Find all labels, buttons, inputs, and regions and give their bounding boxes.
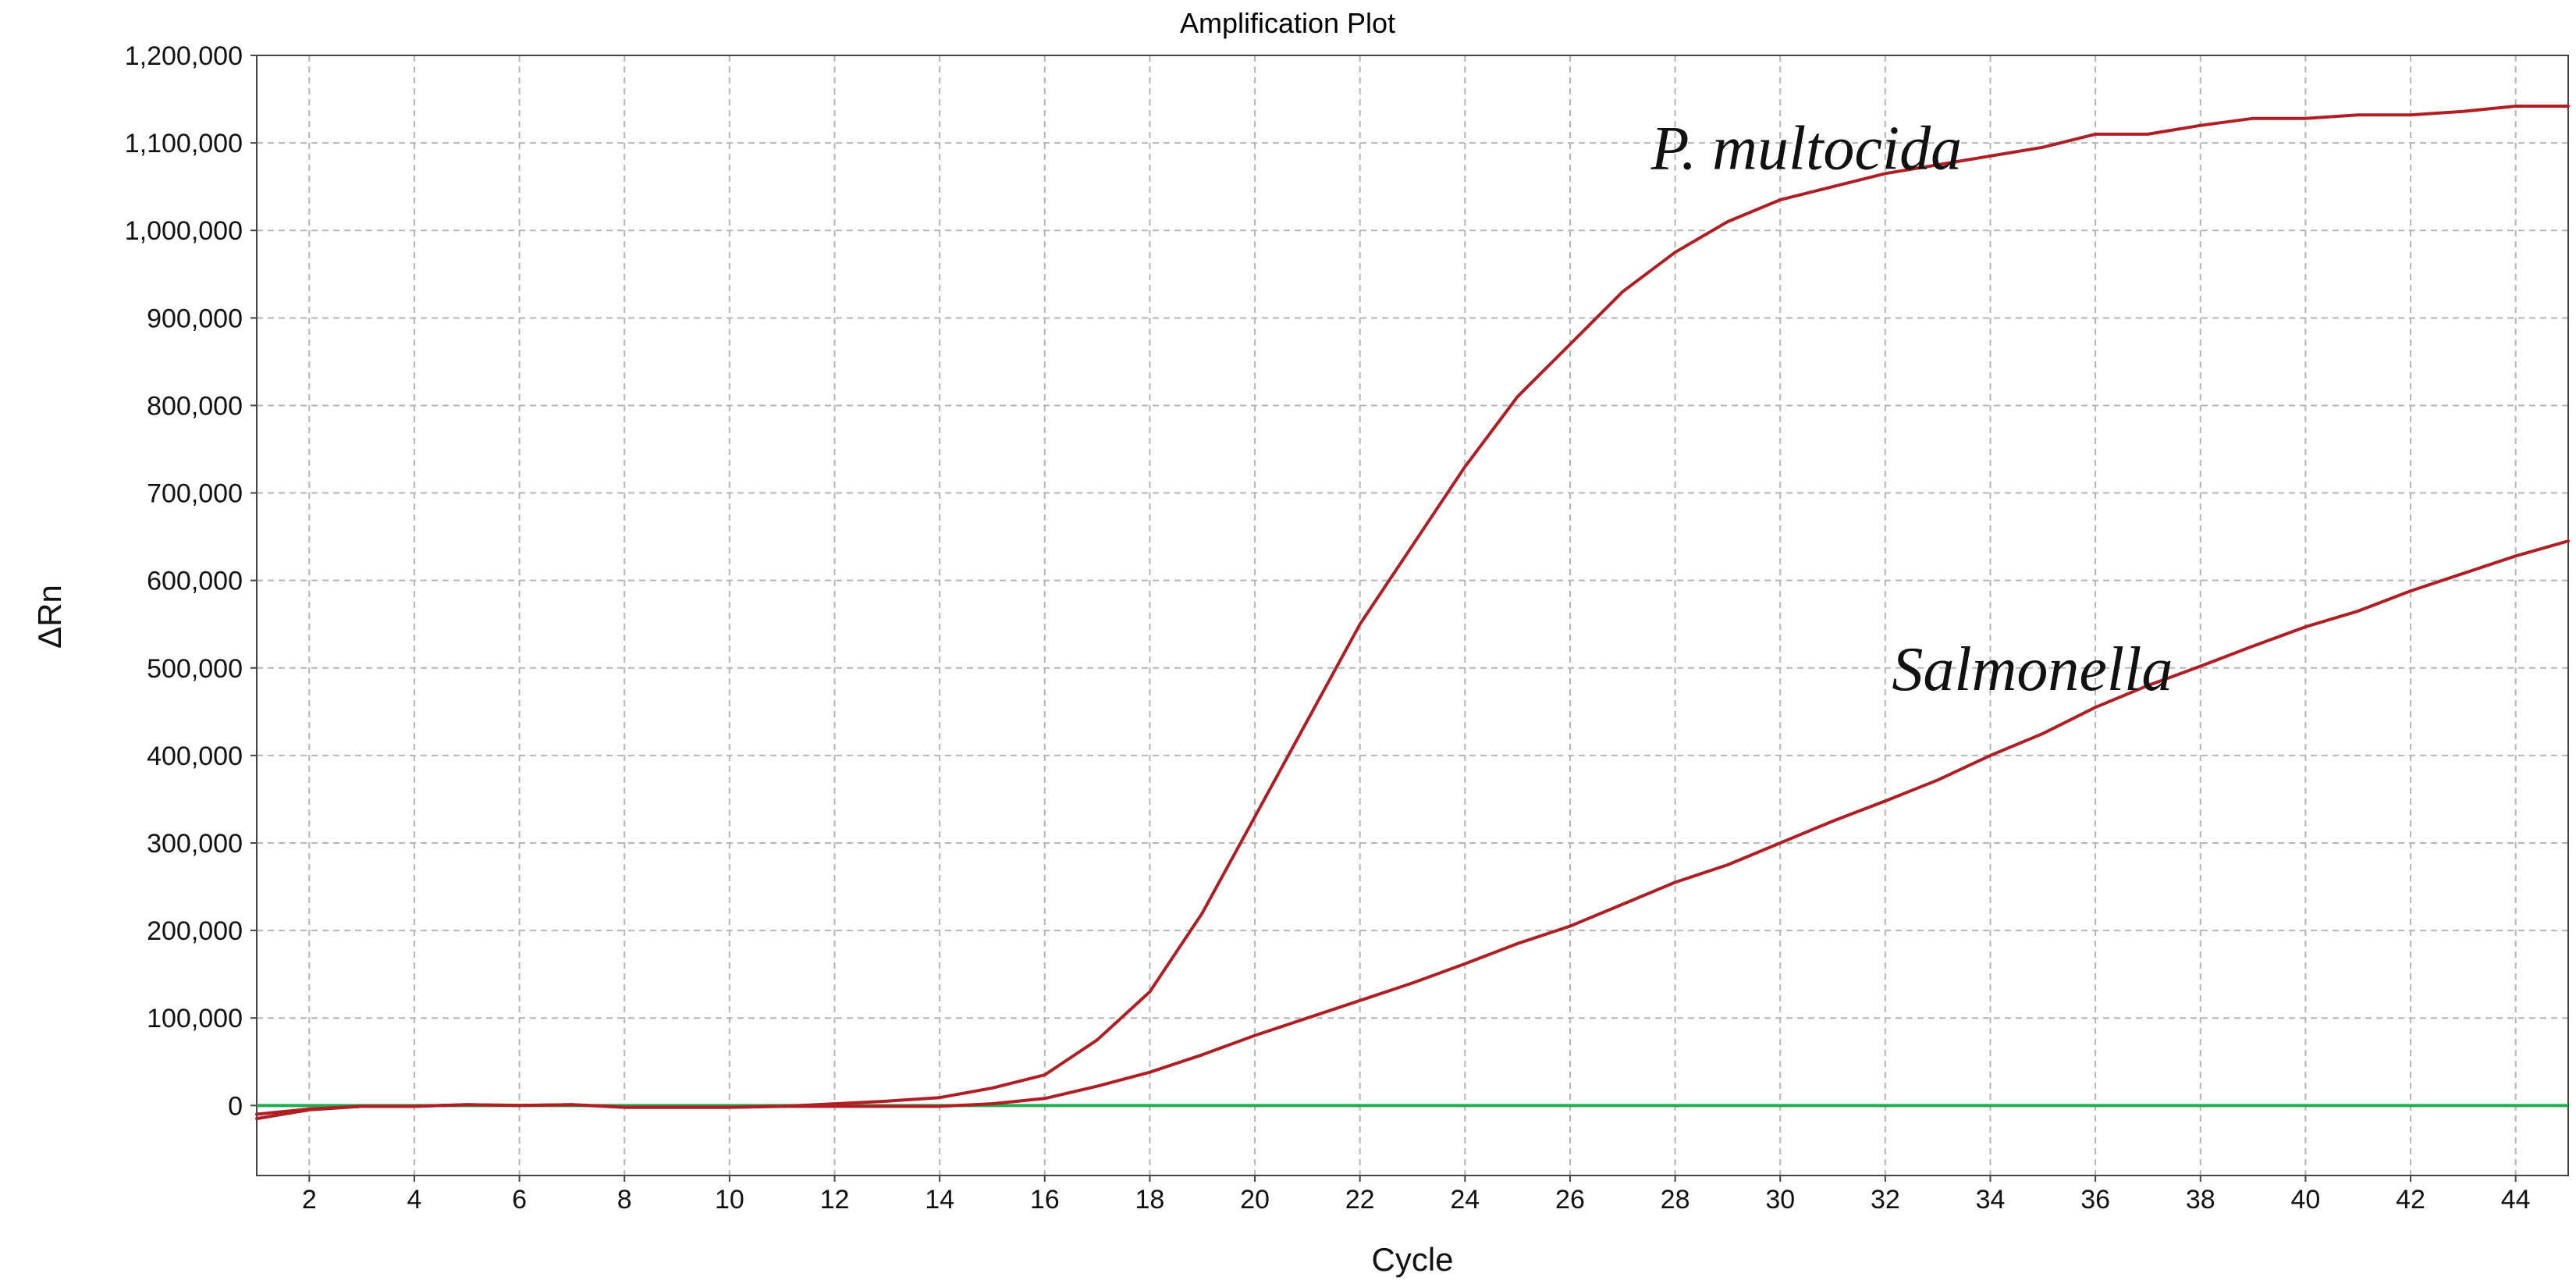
x-tick-label: 22 — [1345, 1185, 1375, 1215]
x-tick-label: 26 — [1555, 1185, 1585, 1215]
chart-title: Amplification Plot — [1180, 7, 1395, 39]
y-tick-label: 200,000 — [147, 916, 243, 946]
x-tick-label: 6 — [512, 1185, 527, 1215]
x-tick-label: 36 — [2080, 1185, 2110, 1215]
y-tick-label: 300,000 — [147, 829, 243, 859]
y-tick-label: 700,000 — [147, 479, 243, 509]
x-tick-label: 40 — [2290, 1185, 2320, 1215]
x-tick-label: 14 — [925, 1185, 954, 1215]
x-tick-label: 24 — [1450, 1185, 1480, 1215]
x-tick-label: 10 — [715, 1185, 744, 1215]
x-tick-label: 34 — [1976, 1185, 2006, 1215]
x-tick-label: 28 — [1661, 1185, 1690, 1215]
x-tick-label: 32 — [1871, 1185, 1900, 1215]
x-tick-label: 12 — [820, 1185, 850, 1215]
plot-area-border — [256, 55, 2569, 1176]
x-tick-label: 8 — [617, 1185, 632, 1215]
x-tick-label: 4 — [407, 1185, 421, 1215]
x-tick-label: 2 — [302, 1185, 317, 1215]
y-tick-label: 500,000 — [147, 654, 243, 684]
annotation-salmonella: Salmonella — [1892, 635, 2173, 704]
series-layer — [255, 105, 2570, 1121]
y-tick-label: 800,000 — [147, 391, 243, 421]
x-tick-label: 38 — [2186, 1185, 2215, 1215]
x-tick-label: 30 — [1765, 1185, 1795, 1215]
y-tick-label: 900,000 — [147, 304, 243, 333]
annotation-p-multocida: P. multocida — [1650, 115, 1963, 183]
x-tick-label: 18 — [1135, 1185, 1164, 1215]
x-tick-label: 42 — [2396, 1185, 2425, 1215]
y-axis-title: ΔRn — [31, 585, 68, 649]
y-tick-label: 100,000 — [147, 1004, 243, 1033]
x-tick-label: 16 — [1030, 1185, 1060, 1215]
y-tick-label: 1,100,000 — [125, 129, 243, 158]
x-tick-label: 20 — [1240, 1185, 1270, 1215]
grid-lines — [257, 55, 2568, 1176]
y-tick-label: 0 — [228, 1091, 243, 1121]
y-tick-label: 1,200,000 — [125, 41, 243, 71]
y-tick-label: 600,000 — [147, 567, 243, 596]
x-axis-ticks: 2 4 6 8 10 12 14 16 18 20 22 24 26 28 30 32 34 36 38 40 42 44 — [302, 1176, 2531, 1215]
x-tick-label: 44 — [2501, 1185, 2531, 1215]
y-tick-label: 1,000,000 — [125, 216, 243, 246]
x-axis-title: Cycle — [1371, 1241, 1453, 1278]
series-line-salmonella — [255, 539, 2570, 1116]
y-axis-ticks: 0 100,000 200,000 300,000 400,000 500,000 600,… — [125, 41, 257, 1121]
y-tick-label: 400,000 — [147, 742, 243, 771]
